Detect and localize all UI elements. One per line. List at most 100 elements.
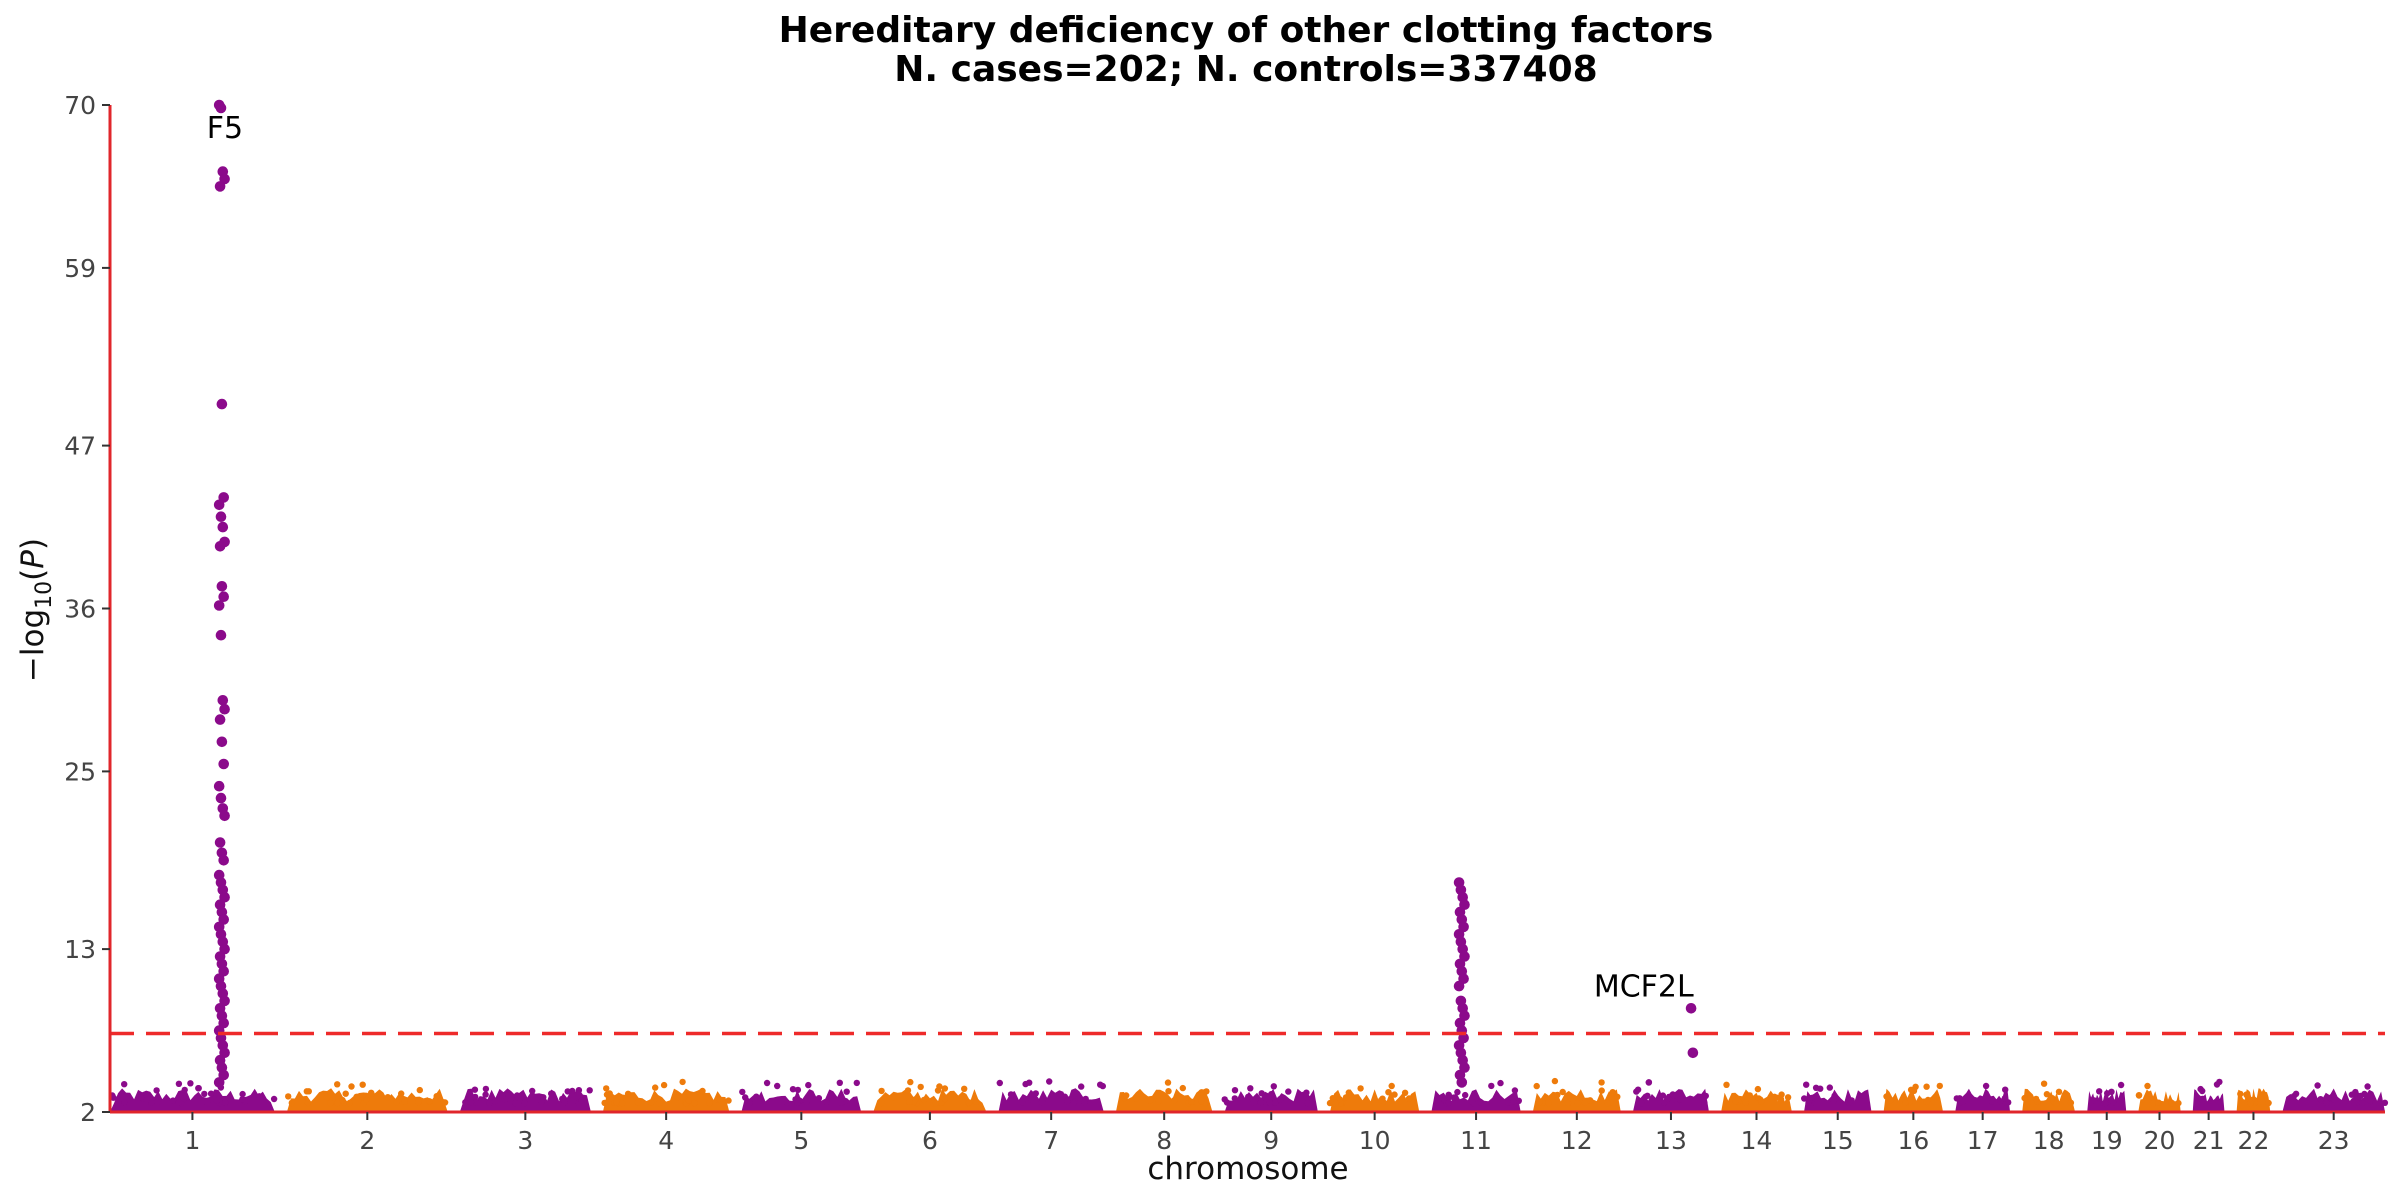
data-point xyxy=(2364,1083,2371,1090)
data-point xyxy=(878,1099,885,1107)
data-point xyxy=(1676,1096,1684,1103)
chromosome-16-band xyxy=(1883,1088,1944,1112)
data-point xyxy=(1515,1097,1523,1105)
peak-point xyxy=(214,837,226,848)
data-point xyxy=(1723,1081,1730,1089)
data-point xyxy=(823,1098,830,1106)
data-point xyxy=(1026,1079,1033,1086)
data-point xyxy=(2244,1093,2251,1101)
chart-subtitle: N. cases=202; N. controls=337408 xyxy=(894,49,1597,90)
peak-point xyxy=(215,511,227,522)
data-point xyxy=(1805,1099,1812,1107)
data-point xyxy=(1598,1087,1605,1094)
data-point xyxy=(2110,1099,2117,1106)
data-point xyxy=(339,1096,346,1104)
data-point xyxy=(1188,1098,1195,1105)
data-point xyxy=(1357,1085,1364,1092)
chromosome-21-band xyxy=(2192,1089,2225,1112)
data-point xyxy=(843,1088,850,1095)
data-point xyxy=(2024,1099,2032,1107)
data-point xyxy=(763,1079,771,1087)
data-point xyxy=(783,1099,790,1106)
x-tick-label-chr15: 15 xyxy=(1822,1126,1854,1155)
data-point xyxy=(512,1099,519,1107)
data-point xyxy=(904,1087,912,1094)
data-point xyxy=(569,1087,576,1095)
data-point xyxy=(1773,1094,1780,1101)
data-point xyxy=(323,1093,331,1101)
axes xyxy=(108,105,2385,1114)
peak-point xyxy=(213,1077,225,1088)
data-point xyxy=(578,1097,585,1104)
data-point xyxy=(2002,1086,2009,1093)
data-point xyxy=(1784,1094,1792,1101)
data-point xyxy=(2213,1081,2221,1088)
data-point xyxy=(467,1099,475,1106)
data-point xyxy=(2155,1099,2162,1106)
data-point xyxy=(1845,1099,1853,1106)
data-point xyxy=(561,1099,568,1106)
data-point xyxy=(1378,1097,1385,1104)
chromosome-7-band xyxy=(998,1088,1104,1112)
y-tick-label: 25 xyxy=(64,757,96,786)
peak-point xyxy=(213,600,225,611)
data-point xyxy=(1332,1099,1340,1107)
x-tick-label-chr10: 10 xyxy=(1359,1126,1391,1155)
data-point xyxy=(363,1096,370,1103)
data-point xyxy=(482,1085,490,1093)
data-point xyxy=(716,1096,724,1104)
data-point xyxy=(415,1098,422,1106)
data-point xyxy=(471,1086,479,1093)
data-point xyxy=(1545,1099,1552,1107)
chromosome-10-band xyxy=(1330,1089,1420,1112)
data-point xyxy=(2096,1088,2103,1095)
data-point xyxy=(482,1091,489,1098)
data-point xyxy=(973,1098,980,1105)
data-point xyxy=(1581,1099,1589,1106)
data-point xyxy=(1345,1089,1353,1096)
data-point xyxy=(853,1079,860,1087)
data-point xyxy=(2193,1099,2201,1107)
data-point xyxy=(699,1087,706,1095)
data-point xyxy=(1778,1091,1785,1098)
data-point xyxy=(285,1093,292,1100)
data-point xyxy=(725,1097,732,1104)
data-point xyxy=(239,1090,246,1098)
peak-point xyxy=(214,541,226,552)
data-point xyxy=(121,1081,128,1088)
data-point xyxy=(2357,1092,2364,1100)
data-point xyxy=(1923,1083,1930,1090)
data-point xyxy=(1270,1083,1278,1090)
data-point xyxy=(2175,1099,2182,1107)
data-point xyxy=(1510,1098,1517,1105)
peak-point xyxy=(215,102,227,114)
data-point xyxy=(815,1095,823,1102)
x-tick-label-chr9: 9 xyxy=(1263,1126,1279,1155)
x-axis-ticks: 1 2 3 4 5 6 7 8 9 10 11 12 13 14 15 16 17 18 19 20 21 22 23 xyxy=(184,1112,2350,1155)
data-point xyxy=(2216,1099,2223,1107)
data-point xyxy=(1564,1099,1572,1107)
x-tick-label-chr21: 21 xyxy=(2193,1126,2225,1155)
x-tick-label-chr13: 13 xyxy=(1655,1126,1687,1155)
data-point xyxy=(1746,1092,1754,1099)
chromosome-18-band xyxy=(2022,1088,2076,1112)
data-point xyxy=(2040,1080,2048,1087)
data-point xyxy=(153,1087,160,1094)
data-point xyxy=(401,1098,408,1106)
data-point xyxy=(1257,1099,1265,1107)
data-point xyxy=(2265,1099,2272,1107)
peak-point xyxy=(214,181,226,192)
data-point xyxy=(368,1090,375,1098)
data-point xyxy=(685,1097,692,1104)
data-point xyxy=(148,1099,155,1107)
data-point xyxy=(1533,1082,1540,1090)
data-point xyxy=(472,1093,479,1101)
x-tick-label-chr8: 8 xyxy=(1156,1126,1172,1155)
chromosome-1-band xyxy=(110,1088,275,1112)
x-tick-label-chr11: 11 xyxy=(1460,1126,1492,1155)
x-tick-label-chr2: 2 xyxy=(359,1126,375,1155)
data-point xyxy=(288,1099,295,1107)
data-point xyxy=(175,1080,183,1088)
peak-point xyxy=(219,810,230,822)
data-point xyxy=(222,1099,229,1106)
